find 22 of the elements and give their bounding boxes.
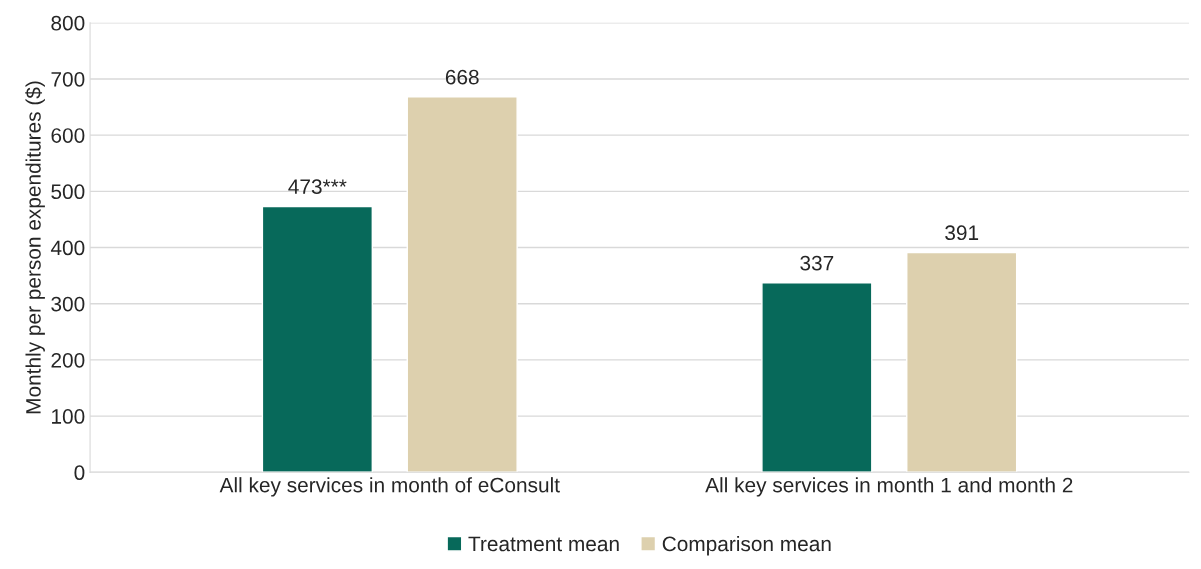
y-tick-label: 400 [50, 240, 85, 256]
y-tick-label: 800 [51, 15, 85, 31]
y-tick-label: 700 [51, 71, 85, 87]
legend-label: Comparison mean [662, 535, 831, 556]
bar [906, 251, 1018, 473]
data-label: 337 [800, 255, 834, 271]
bar [406, 96, 518, 473]
x-tick-label: All key services in month 1 and month 2 [705, 477, 1073, 497]
y-axis-title: Monthly per person expenditures ($) [25, 81, 45, 414]
y-tick-label: 500 [51, 184, 85, 200]
bar [761, 282, 873, 473]
bar [261, 205, 373, 473]
y-tick-label: 200 [51, 352, 85, 368]
x-tick-label: All key services in month of eConsult [219, 477, 560, 497]
legend-label: Treatment mean [468, 536, 619, 552]
y-tick-label: 100 [52, 409, 85, 424]
y-tick-label: 0 [74, 465, 85, 481]
y-tick-label: 300 [51, 296, 85, 312]
data-label: 473*** [288, 179, 347, 195]
data-label: 391 [945, 225, 979, 241]
data-label: 668 [445, 69, 479, 85]
y-tick-label: 600 [51, 128, 85, 143]
